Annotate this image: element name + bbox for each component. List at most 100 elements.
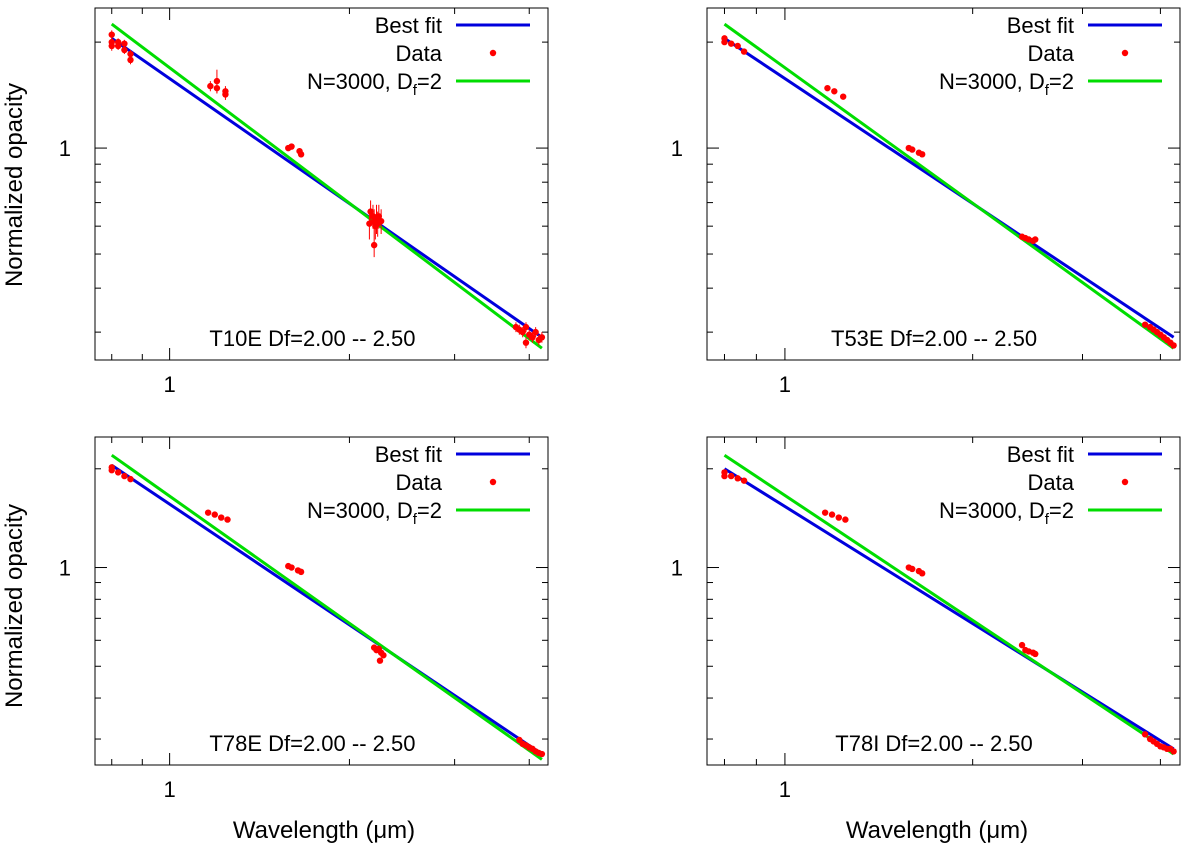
data-point (376, 657, 384, 664)
panel-t78i: 1 1 T78I Df=2.00 -- 2.50 Best fit Data N=3000… (671, 436, 1181, 802)
panel-annotation: T78E Df=2.00 -- 2.50 (209, 731, 415, 756)
legend: Best fit Data N=3000, Df=2 (939, 442, 1162, 528)
model-line (723, 453, 1175, 756)
data-point (1141, 731, 1149, 738)
legend-label-data: Data (396, 41, 443, 66)
legend-text-main: N=3000, D (939, 69, 1045, 94)
data-point (380, 652, 387, 659)
y-tick-label: 1 (59, 556, 71, 581)
xlabel-right: Wavelength (μm) (846, 817, 1028, 844)
legend: Best fit Data N=3000, Df=2 (307, 13, 530, 99)
legend-text-suffix: =2 (417, 69, 442, 94)
data-point (127, 56, 134, 64)
xlabel-left: Wavelength (μm) (233, 817, 415, 844)
data-point (821, 509, 829, 516)
legend-swatch-data (489, 49, 497, 57)
model-line (110, 453, 543, 761)
legend-label-best-fit: Best fit (1007, 13, 1074, 38)
data-point (207, 82, 214, 90)
data-point (1018, 641, 1026, 649)
legend-text-suffix: =2 (417, 498, 442, 523)
best-fit-line (110, 464, 543, 756)
panel-t78e: 1 1 T78E Df=2.00 -- 2.50 Best fit Data N=3000… (59, 436, 549, 802)
data-point (727, 40, 735, 47)
legend-text-main: N=3000, D (307, 69, 413, 94)
data-point (839, 93, 847, 100)
legend-text-main: N=3000, D (939, 498, 1045, 523)
data-point (127, 475, 134, 483)
panel-annotation: T10E Df=2.00 -- 2.50 (209, 326, 415, 351)
legend-label-model: N=3000, Df=2 (939, 69, 1074, 99)
data-point (114, 42, 122, 50)
panel-annotation: T53E Df=2.00 -- 2.50 (831, 326, 1037, 351)
legend-label-best-fit: Best fit (1007, 442, 1074, 467)
legend-label-data: Data (396, 470, 443, 495)
data-point (108, 467, 115, 474)
legend-label-model: N=3000, Df=2 (307, 69, 442, 99)
legend-swatch-data (489, 478, 497, 486)
data-point (1032, 236, 1039, 243)
y-tick-label: 1 (671, 136, 683, 161)
data-point (909, 146, 916, 153)
data-point (909, 565, 916, 573)
data-point (121, 46, 128, 54)
model-line (110, 22, 543, 350)
legend-text-subscript: f (413, 511, 418, 528)
data-point (532, 328, 539, 336)
legend-label-data: Data (1028, 470, 1075, 495)
data-point (218, 514, 225, 521)
data-point (297, 568, 305, 576)
data-point (522, 339, 530, 346)
panel-t10e: 1 1 T10E Df=2.00 -- 2.50 Best fit Data N=3000… (59, 7, 549, 397)
legend: Best fit Data N=3000, Df=2 (307, 442, 530, 528)
y-tick-label: 1 (59, 136, 71, 161)
plot-frame (94, 436, 549, 766)
data-point (538, 334, 546, 341)
best-fit-line (723, 467, 1175, 751)
data-point (529, 334, 536, 341)
data-point (734, 42, 741, 50)
panel-annotation: T78I Df=2.00 -- 2.50 (835, 731, 1033, 756)
legend-label-model: N=3000, Df=2 (939, 498, 1074, 528)
legend-swatch-data (1121, 49, 1129, 57)
data-point (727, 472, 735, 480)
legend-text-suffix: =2 (1049, 69, 1074, 94)
data-point (297, 151, 305, 158)
plot-frame (94, 7, 549, 361)
data-point (1141, 321, 1149, 328)
data-point (918, 570, 926, 577)
legend-text-subscript: f (1045, 82, 1050, 99)
data-point (213, 84, 221, 92)
data-point (127, 50, 134, 58)
data-point (740, 477, 748, 484)
data-point (721, 472, 728, 480)
x-tick-label: 1 (779, 372, 791, 397)
data-point (842, 516, 849, 523)
data-point (375, 213, 383, 220)
data-point (370, 241, 378, 249)
legend-label-data: Data (1028, 41, 1075, 66)
data-point (211, 511, 218, 518)
data-point (835, 514, 842, 521)
legend-label-best-fit: Best fit (375, 442, 442, 467)
ylabel-top: Normalized opacity (1, 83, 28, 287)
data-point (204, 509, 212, 516)
data-point (288, 143, 295, 150)
data-point (1170, 748, 1177, 755)
legend-text-main: N=3000, D (307, 498, 413, 523)
data-point (224, 516, 231, 523)
model-line (723, 22, 1175, 350)
data-point (831, 88, 838, 95)
ylabel-bottom: Normalized opacity (1, 504, 28, 708)
x-tick-label: 1 (164, 777, 176, 802)
data-point (108, 31, 115, 38)
legend-label-best-fit: Best fit (375, 13, 442, 38)
data-point (538, 750, 546, 758)
data-point (121, 40, 128, 47)
data-point (377, 217, 385, 225)
legend: Best fit Data N=3000, Df=2 (939, 13, 1162, 99)
data-point (108, 42, 115, 50)
data-point (721, 38, 728, 46)
plot-frame (706, 436, 1181, 766)
